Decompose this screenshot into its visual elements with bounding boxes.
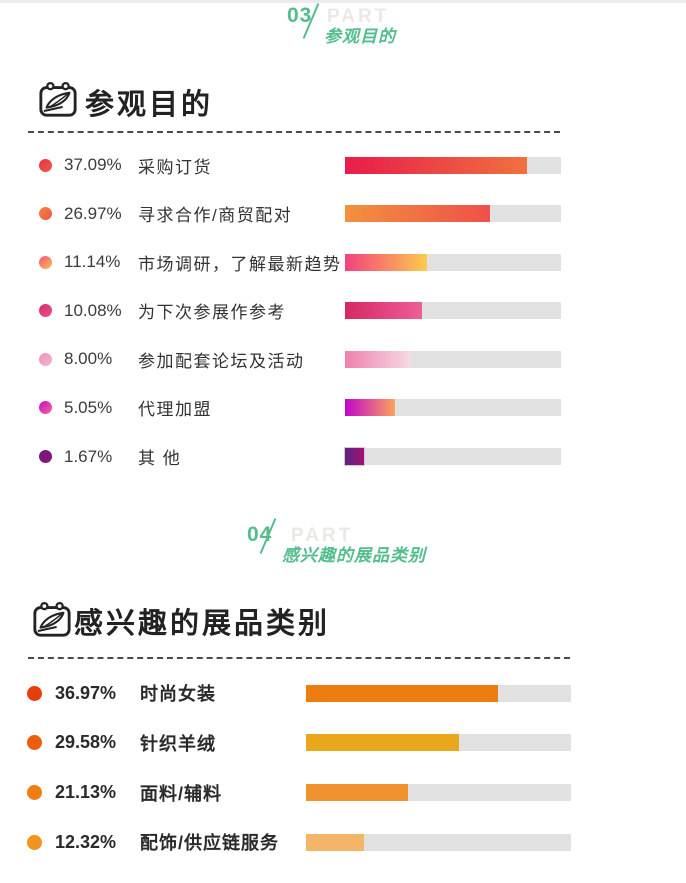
- bar-track: [306, 833, 571, 851]
- bar-fill: [306, 833, 365, 851]
- category-label: 时尚女装: [140, 684, 216, 704]
- bar-fill: [306, 684, 499, 702]
- percentage-value: 11.14%: [64, 252, 121, 272]
- percentage-value: 12.32%: [55, 831, 117, 852]
- percentage-value: 1.67%: [64, 446, 113, 466]
- chart-row: 37.09% 采购订货: [0, 155, 686, 177]
- bar-fill: [345, 205, 490, 223]
- bar-track: [345, 399, 561, 417]
- category-label: 参加配套论坛及活动: [138, 351, 305, 371]
- category-label: 采购订货: [138, 157, 212, 177]
- part-word: PART: [291, 525, 354, 546]
- notepad-pen-icon: [39, 81, 77, 117]
- bar-fill: [345, 253, 428, 271]
- part-number: 03: [287, 4, 313, 27]
- dashed-divider: [28, 131, 560, 133]
- legend-dot-icon: [39, 158, 52, 172]
- chart-row: 11.14% 市场调研，了解最新趋势: [0, 252, 686, 274]
- legend-dot-icon: [39, 207, 52, 221]
- category-label: 代理加盟: [138, 400, 212, 420]
- chart-row: 21.13% 面料/辅料: [0, 782, 686, 804]
- legend-dot-icon: [39, 304, 52, 318]
- chart-row: 1.67% 其 他: [0, 446, 686, 468]
- bar-fill: [345, 350, 412, 368]
- bar-track: [345, 156, 561, 174]
- percentage-value: 26.97%: [64, 203, 122, 223]
- legend-dot-icon: [39, 401, 52, 415]
- chart-row: 5.05% 代理加盟: [0, 397, 686, 419]
- category-label: 面料/辅料: [140, 783, 223, 804]
- chart-rows: 37.09% 采购订货 26.97% 寻求合作/商贸配对 11.14% 市场调研…: [0, 155, 686, 496]
- legend-dot-icon: [39, 450, 52, 464]
- part-word: PART: [327, 6, 390, 27]
- bar-fill: [345, 302, 422, 320]
- chart-row: 12.32% 配饰/供应链服务: [0, 831, 686, 853]
- chart-row: 36.97% 时尚女装: [0, 682, 686, 704]
- legend-dot-icon: [39, 352, 52, 366]
- bar-track: [306, 734, 571, 752]
- bar-fill: [306, 734, 459, 752]
- bar-track: [345, 205, 561, 223]
- chart-rows: 36.97% 时尚女装 29.58% 针织羊绒 21.13% 面料/辅料 12.…: [0, 682, 686, 883]
- dashed-divider: [28, 657, 570, 659]
- category-label: 针织羊绒: [140, 733, 216, 754]
- chart-row: 29.58% 针织羊绒: [0, 732, 686, 754]
- bar-fill: [306, 784, 409, 802]
- percentage-value: 29.58%: [55, 732, 117, 753]
- bar-track: [345, 350, 561, 368]
- bar-track: [306, 684, 571, 702]
- part-subtitle: 参观目的: [324, 27, 396, 46]
- chart-row: 26.97% 寻求合作/商贸配对: [0, 203, 686, 225]
- bar-track: [345, 253, 561, 271]
- category-label: 为下次参展作参考: [138, 303, 286, 323]
- chart-row: 8.00% 参加配套论坛及活动: [0, 349, 686, 371]
- section-heading: 参观目的: [85, 89, 214, 121]
- bar-track: [344, 447, 561, 467]
- percentage-value: 37.09%: [64, 155, 122, 174]
- category-label: 其 他: [138, 449, 182, 469]
- bar-track: [306, 784, 571, 802]
- bar-fill: [345, 156, 528, 174]
- percentage-value: 8.00%: [64, 349, 113, 369]
- category-label: 配饰/供应链服务: [140, 833, 280, 854]
- percentage-value: 10.08%: [64, 300, 122, 320]
- part-subtitle: 感兴趣的展品类别: [282, 546, 426, 565]
- legend-dot-icon: [27, 685, 42, 701]
- legend-dot-icon: [27, 785, 42, 801]
- notepad-pen-icon: [33, 601, 71, 637]
- bar-track: [345, 302, 561, 320]
- bar-fill: [345, 399, 395, 417]
- percentage-value: 5.05%: [64, 397, 113, 417]
- percentage-value: 36.97%: [55, 682, 117, 703]
- percentage-value: 21.13%: [55, 782, 117, 803]
- bar-fill: [344, 447, 365, 467]
- top-border-strip: [0, 0, 686, 3]
- category-label: 寻求合作/商贸配对: [138, 206, 293, 226]
- section-heading: 感兴趣的展品类别: [74, 608, 331, 640]
- legend-dot-icon: [27, 834, 42, 850]
- legend-dot-icon: [27, 735, 42, 751]
- category-label: 市场调研，了解最新趋势: [138, 254, 342, 274]
- legend-dot-icon: [39, 255, 52, 269]
- chart-row: 10.08% 为下次参展作参考: [0, 300, 686, 322]
